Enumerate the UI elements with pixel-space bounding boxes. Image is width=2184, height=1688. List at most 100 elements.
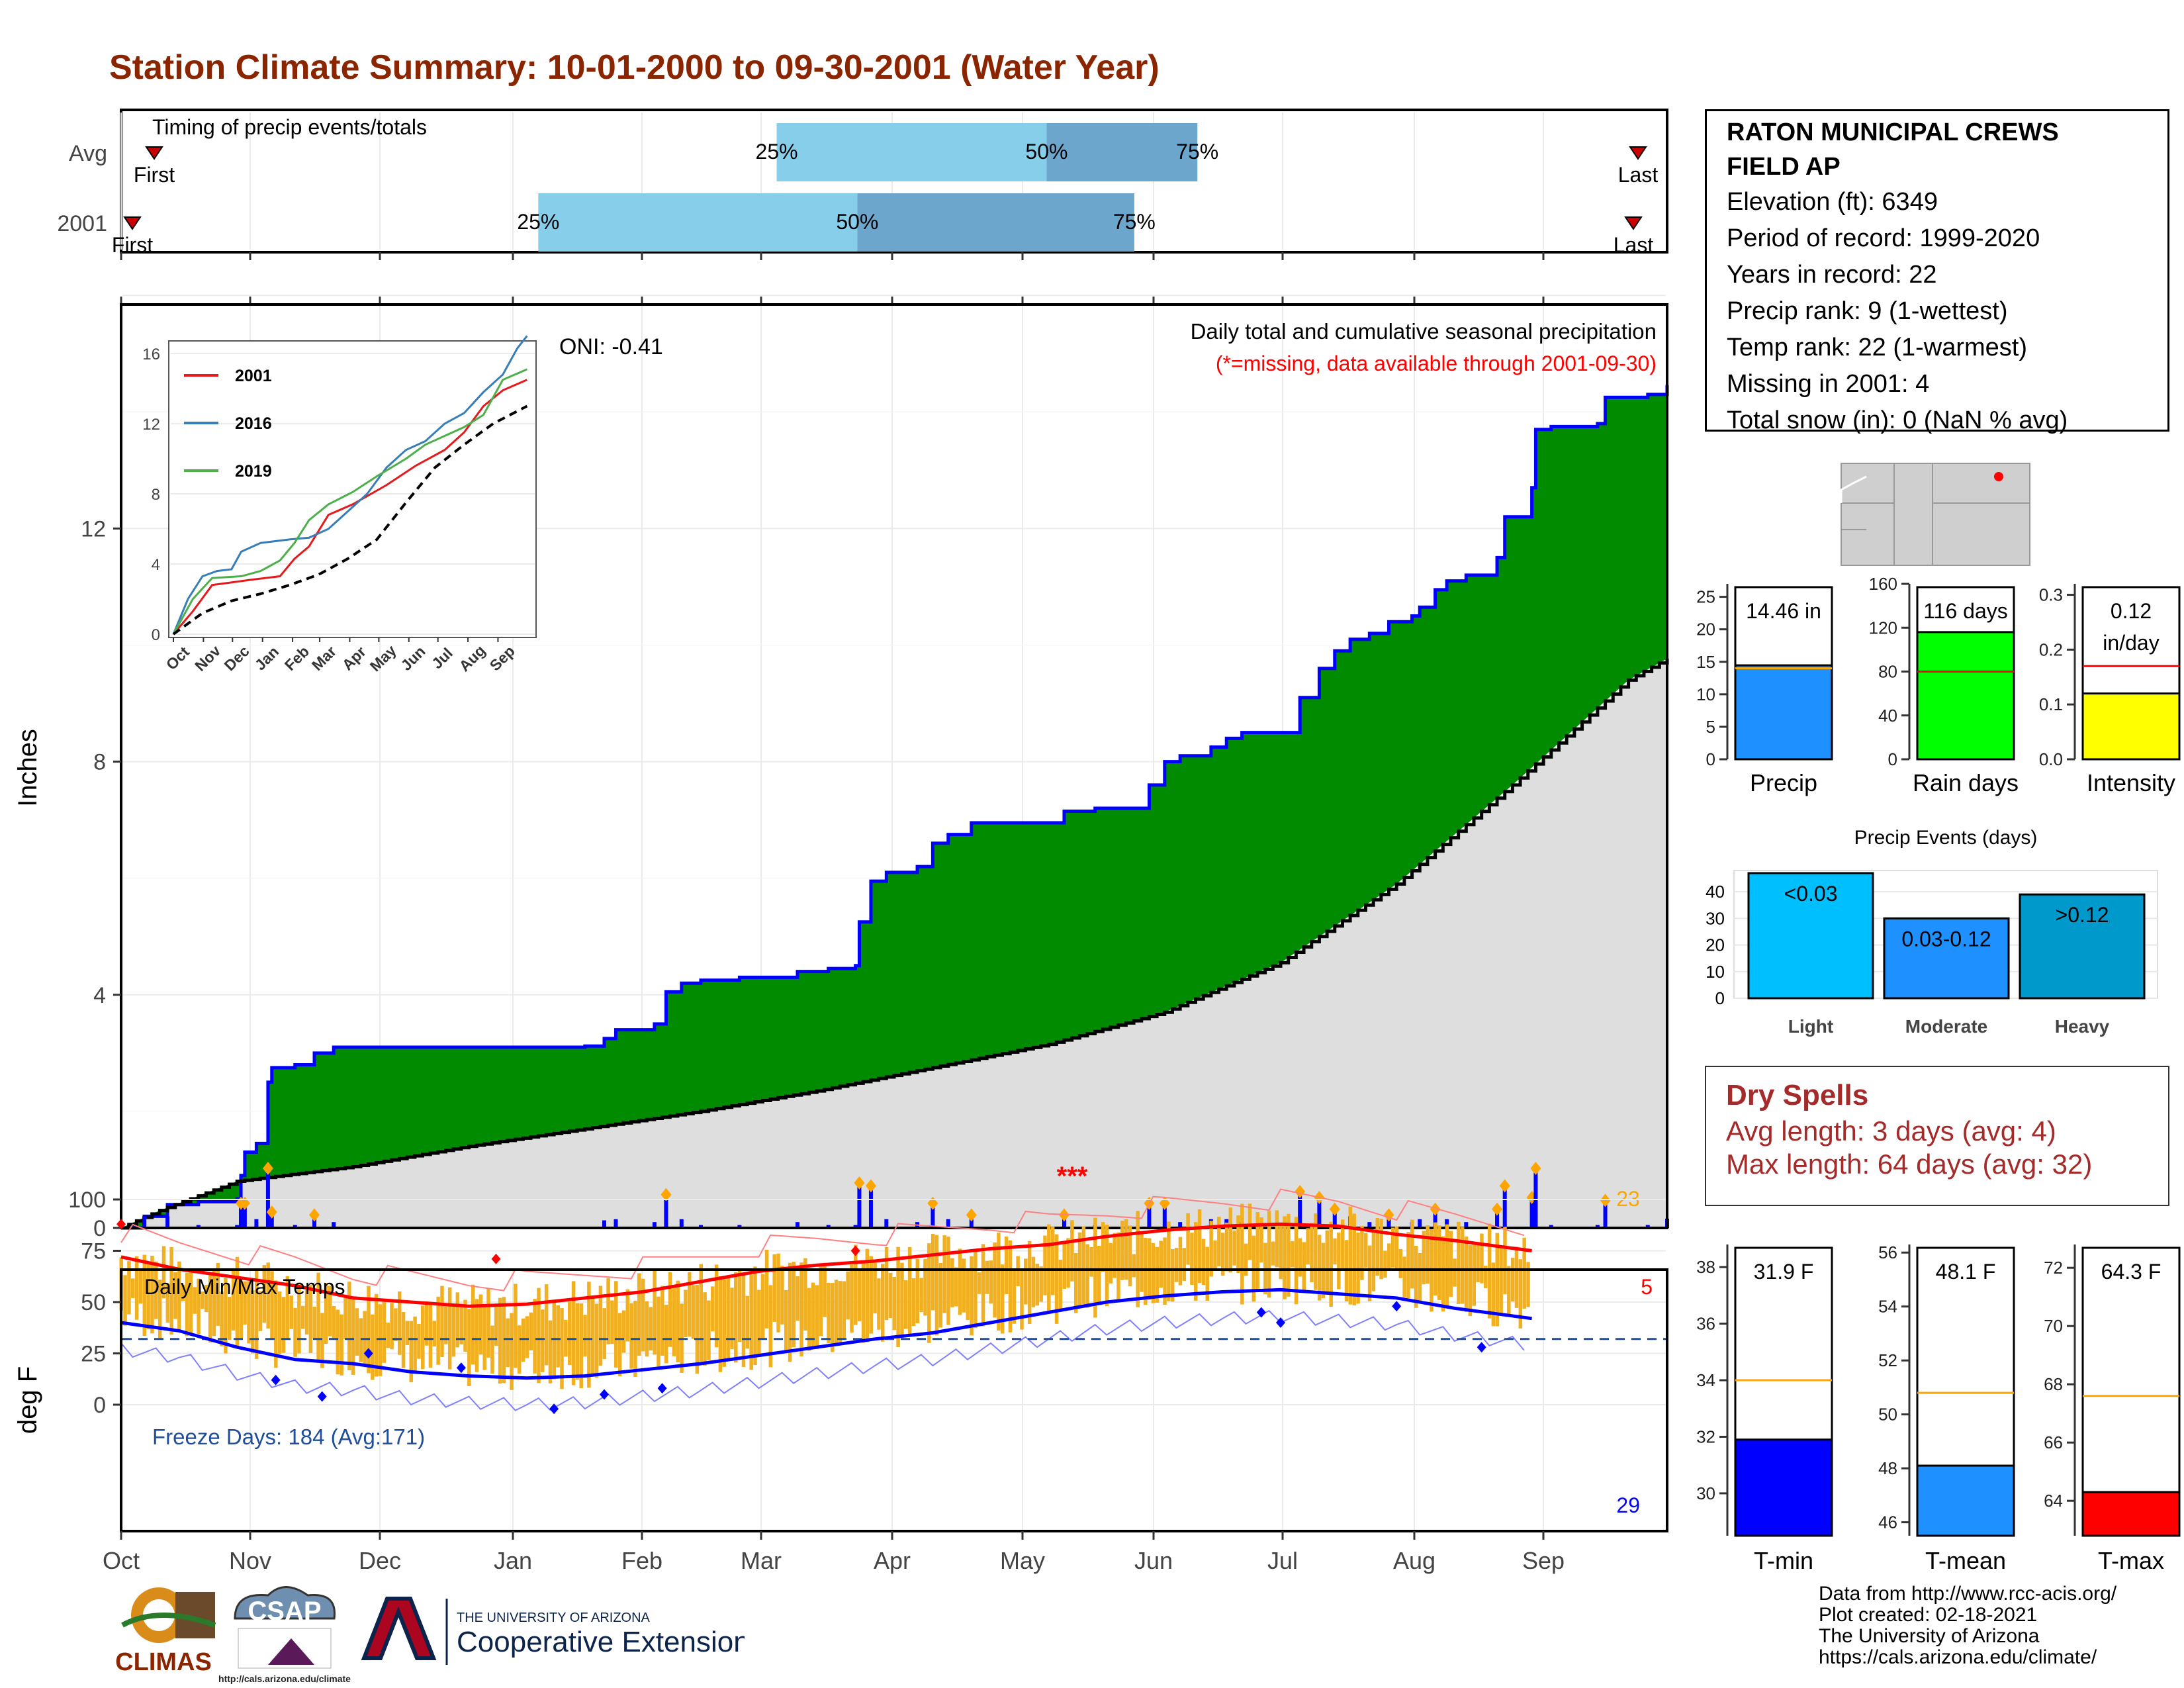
daily-temp-bar [1302, 1242, 1306, 1291]
daily-temp-bar [1491, 1262, 1496, 1327]
daily-temp-bar [1367, 1245, 1372, 1301]
ua-big-text: Cooperative Extension [457, 1626, 745, 1658]
daily-precip-bar [1147, 1204, 1152, 1228]
daily-temp-bar [1163, 1237, 1167, 1305]
summary-bar-label: T-min [1754, 1547, 1813, 1574]
daily-precip-bar [242, 1204, 247, 1228]
daily-temp-bar [711, 1286, 715, 1332]
daily-temp-bar [1109, 1243, 1113, 1284]
daily-precip-bar [1502, 1187, 1507, 1228]
summary-bar-value [1734, 1438, 1833, 1537]
daily-precip-bar [196, 1225, 201, 1228]
summary-y-tick-label: 54 [1878, 1297, 1897, 1317]
daily-temp-bar [285, 1276, 290, 1338]
dry-spells-box: Dry Spells Avg length: 3 days (avg: 4) M… [1705, 1066, 2169, 1206]
timing-p50-label: 50% [1025, 140, 1068, 164]
daily-temp-bar [193, 1287, 197, 1314]
timing-bars: 25% 50% 75% First Last 25% 50% 75% First Last [112, 123, 1658, 257]
daily-temp-bar [293, 1307, 297, 1357]
precip-missing-note: (*=missing, data available through 2001-… [1216, 352, 1657, 375]
record-high-count: 5 [1641, 1275, 1653, 1299]
daily-temp-bar [927, 1243, 931, 1343]
inset-series-line [172, 335, 528, 635]
daily-temp-bar [123, 1275, 127, 1326]
daily-temp-bar [1390, 1227, 1395, 1268]
daily-precip-bar [1529, 1198, 1534, 1228]
tmax-avg-line [120, 1222, 1532, 1308]
average-cumulative-line [121, 659, 1669, 1230]
summary-y-tick-label: 68 [2044, 1374, 2063, 1394]
summary-y-tick-label: 34 [1696, 1370, 1715, 1390]
daily-temp-bar [1232, 1230, 1236, 1266]
station-missing: Missing in 2001: 4 [1727, 370, 1930, 398]
daily-temp-bar [985, 1260, 989, 1294]
daily-temp-bar [216, 1263, 220, 1326]
daily-temp-bar [958, 1248, 962, 1315]
daily-temp-bar [297, 1282, 301, 1354]
daily-temp-bar [691, 1285, 696, 1339]
daily-temp-bar [510, 1313, 514, 1390]
summary-bar-value [2081, 1491, 2181, 1537]
daily-temp-bar [1105, 1225, 1109, 1307]
timing-p25-label: 25% [517, 210, 559, 234]
daily-precip-bar [1464, 1222, 1469, 1228]
daily-temp-bar [1035, 1264, 1040, 1306]
daily-temp-bar [1340, 1219, 1345, 1268]
daily-temp-bar [1522, 1237, 1526, 1309]
daily-temp-bar [1526, 1262, 1530, 1307]
daily-temp-bar [1124, 1219, 1128, 1280]
inset-legend-label: 2001 [235, 367, 272, 385]
daily-temp-bar [1294, 1217, 1298, 1305]
daily-temp-bar [1058, 1259, 1063, 1309]
daily-precip-marker [1530, 1161, 1541, 1175]
daily-temp-bar [1283, 1216, 1287, 1299]
daily-temp-bar [1140, 1234, 1144, 1292]
timing-p50-label: 50% [836, 210, 878, 234]
daily-temp-bar [1472, 1243, 1476, 1306]
daily-temp-bar [857, 1268, 862, 1322]
summary-y-tick-label: 30 [1696, 1483, 1715, 1503]
daily-temp-bar [1291, 1241, 1295, 1268]
precip-y-axis: 0 4 8 12 [81, 516, 121, 1241]
daily-temp-bar [201, 1291, 205, 1309]
timing-bar-50-75 [1046, 123, 1198, 181]
daily-temp-bar [684, 1289, 688, 1338]
daily-temp-bar [919, 1278, 923, 1313]
summary-y-tick-label: 80 [1878, 662, 1897, 682]
daily-precip-bar [602, 1220, 606, 1228]
precip-y-tick-label: 8 [93, 750, 106, 775]
daily-temp-bar [1170, 1248, 1175, 1302]
daily-precip-marker [1499, 1179, 1510, 1193]
timing-row-2001-label: 2001 [57, 211, 107, 236]
daily-precip-bar [239, 1204, 244, 1228]
daily-temp-bar [541, 1309, 545, 1372]
daily-temp-bar [695, 1285, 700, 1374]
daily-temp-bar [1271, 1241, 1275, 1266]
daily-temp-bar [300, 1305, 305, 1329]
daily-temp-bar [1136, 1211, 1140, 1307]
record-marker [363, 1348, 373, 1359]
daily-temp-bar [660, 1286, 664, 1356]
daily-temp-bar [1259, 1217, 1263, 1263]
daily-temp-bar [494, 1307, 498, 1346]
daily-temp-bar [907, 1247, 912, 1335]
daily-temp-bar [1352, 1213, 1356, 1306]
daily-temp-bar [1089, 1246, 1093, 1277]
daily-temp-bar [498, 1297, 502, 1384]
daily-precip-bars [142, 1161, 1669, 1228]
daily-temp-bar [138, 1270, 143, 1304]
summary-bar-value [1916, 1464, 2015, 1537]
daily-precip-bar [884, 1219, 889, 1228]
daily-temp-bar [610, 1300, 614, 1344]
station-precip-rank: Precip rank: 9 (1-wettest) [1727, 297, 2008, 325]
daily-temp-bar [664, 1304, 668, 1364]
station-years: Years in record: 22 [1727, 261, 1937, 289]
daily-temp-bar [537, 1288, 541, 1383]
daily-temp-bar [177, 1261, 181, 1332]
daily-temp-bar [1426, 1225, 1430, 1284]
daily-temp-bar [332, 1306, 336, 1338]
daily-temp-bar [764, 1249, 769, 1329]
tmean-summary-bar: 46 48 50 52 54 56 48.1 F T-mean [1878, 1243, 2015, 1574]
record-marker [549, 1403, 559, 1415]
